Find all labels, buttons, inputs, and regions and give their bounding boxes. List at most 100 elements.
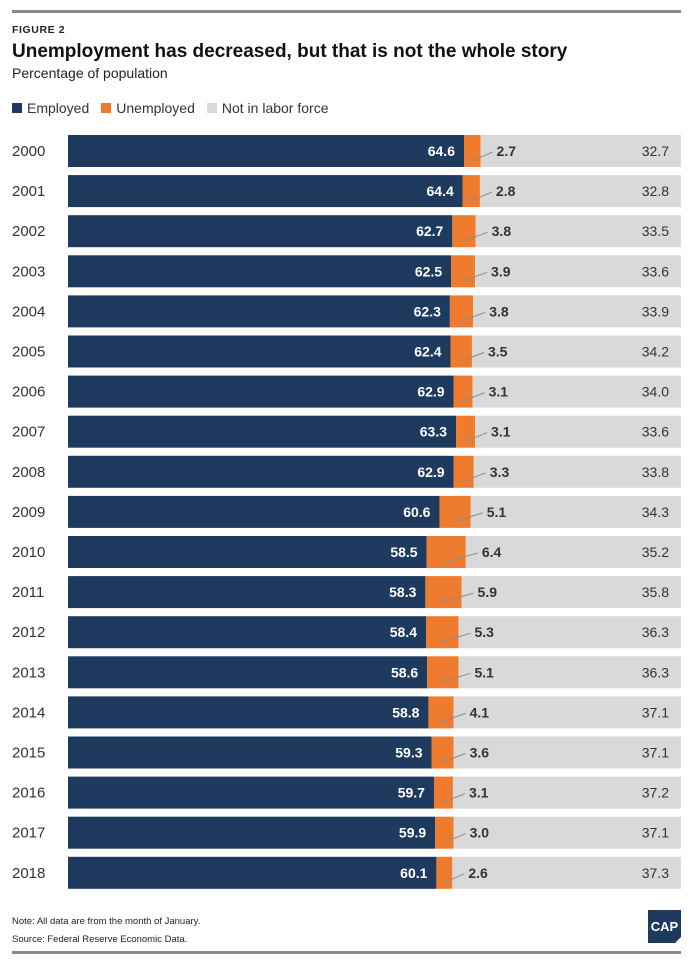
year-label: 2016 xyxy=(12,785,45,802)
bar-not-in-labor-force xyxy=(479,175,681,208)
bar-employed xyxy=(68,375,454,408)
data-label-not-in-labor-force: 33.6 xyxy=(642,263,669,279)
leader-line xyxy=(444,552,478,563)
leader-line xyxy=(461,392,485,403)
legend-label-employed: Employed xyxy=(27,100,90,116)
bar-employed xyxy=(68,616,426,649)
leader-line xyxy=(460,311,486,322)
data-label-unemployed: 2.6 xyxy=(468,865,488,881)
data-label-unemployed: 3.0 xyxy=(470,825,490,841)
bar-employed xyxy=(68,696,429,729)
data-label-unemployed: 2.7 xyxy=(497,143,517,159)
bar-unemployed xyxy=(456,415,476,448)
bar-not-in-labor-force xyxy=(473,455,681,488)
legend-swatch-unemployed xyxy=(101,103,112,113)
leader-line xyxy=(440,632,471,643)
bar-unemployed xyxy=(435,816,454,849)
bar-unemployed xyxy=(450,335,472,368)
bar-unemployed xyxy=(428,696,454,729)
cap-logo: CAP xyxy=(648,910,681,943)
data-label-unemployed: 3.1 xyxy=(491,424,511,440)
year-label: 2008 xyxy=(12,464,45,481)
data-label-employed: 62.4 xyxy=(414,344,441,360)
chart-title: Unemployment has decreased, but that is … xyxy=(12,41,568,62)
bar-not-in-labor-force xyxy=(473,295,681,328)
data-label-unemployed: 6.4 xyxy=(482,544,502,560)
bar-employed xyxy=(68,295,450,328)
bar-unemployed xyxy=(453,375,473,408)
leader-line xyxy=(459,352,485,362)
data-label-unemployed: 5.9 xyxy=(478,584,498,600)
leader-line xyxy=(471,151,493,162)
legend-swatch-employed xyxy=(12,103,22,113)
year-label: 2017 xyxy=(12,825,45,842)
data-label-employed: 62.9 xyxy=(417,464,444,480)
bottom-rule xyxy=(12,951,681,954)
year-label: 2000 xyxy=(12,143,45,160)
bar-employed xyxy=(68,576,426,609)
bar-employed xyxy=(68,495,440,528)
year-label: 2007 xyxy=(12,424,45,441)
bar-employed xyxy=(68,736,432,769)
data-label-unemployed: 3.6 xyxy=(470,745,490,761)
leader-line xyxy=(470,191,493,202)
data-label-employed: 58.3 xyxy=(389,584,416,600)
year-label: 2009 xyxy=(12,504,45,521)
data-label-unemployed: 3.9 xyxy=(491,263,511,279)
bar-unemployed xyxy=(439,495,471,528)
bar-unemployed xyxy=(431,736,454,769)
chart-legend: Employed Unemployed Not in labor force xyxy=(12,100,340,116)
data-label-unemployed: 3.5 xyxy=(488,344,508,360)
data-label-unemployed: 3.1 xyxy=(489,384,509,400)
bar-employed xyxy=(68,656,428,689)
bar-unemployed xyxy=(425,616,459,649)
data-label-not-in-labor-force: 37.3 xyxy=(642,865,669,881)
data-label-not-in-labor-force: 34.2 xyxy=(642,344,669,360)
data-label-not-in-labor-force: 34.0 xyxy=(642,384,669,400)
data-label-employed: 59.9 xyxy=(399,825,426,841)
data-label-employed: 58.8 xyxy=(392,704,419,720)
leader-line xyxy=(441,672,471,683)
data-label-not-in-labor-force: 37.1 xyxy=(642,704,669,720)
bar-not-in-labor-force xyxy=(472,375,681,408)
bar-not-in-labor-force xyxy=(453,736,681,769)
bar-not-in-labor-force xyxy=(475,415,681,448)
data-label-not-in-labor-force: 35.8 xyxy=(642,584,669,600)
leader-line xyxy=(462,231,488,242)
data-label-employed: 58.6 xyxy=(391,664,418,680)
data-label-not-in-labor-force: 36.3 xyxy=(642,624,669,640)
legend-label-not-in-labor-force: Not in labor force xyxy=(221,100,329,116)
data-label-unemployed: 2.8 xyxy=(496,183,516,199)
data-label-employed: 59.3 xyxy=(395,745,422,761)
data-label-unemployed: 3.3 xyxy=(490,464,510,480)
leader-line xyxy=(441,592,474,603)
bar-unemployed xyxy=(462,175,480,208)
year-label: 2002 xyxy=(12,223,45,240)
data-label-unemployed: 3.8 xyxy=(492,223,512,239)
bar-unemployed xyxy=(427,656,459,689)
data-label-employed: 64.6 xyxy=(428,143,455,159)
bar-employed xyxy=(68,536,427,568)
data-label-unemployed: 5.3 xyxy=(474,624,494,640)
bar-not-in-labor-force xyxy=(458,656,681,689)
bar-unemployed xyxy=(436,856,453,889)
data-label-unemployed: 3.1 xyxy=(469,785,489,801)
legend-item-not-in-labor-force: Not in labor force xyxy=(206,100,329,116)
year-label: 2012 xyxy=(12,624,45,641)
stacked-bar-chart: 2000 64.6 2.7 32.7 2001 64.4 2.8 32.8 2002 62.7 3.… xyxy=(12,135,681,889)
chart-source: Source: Federal Reserve Economic Data. xyxy=(12,934,188,945)
bar-unemployed xyxy=(433,776,453,809)
leader-line xyxy=(443,833,466,844)
bar-unemployed xyxy=(452,215,476,248)
bar-not-in-labor-force xyxy=(475,255,681,288)
legend-item-employed: Employed xyxy=(12,100,89,116)
data-label-not-in-labor-force: 33.5 xyxy=(642,223,669,239)
bar-employed xyxy=(68,335,451,368)
bar-not-in-labor-force xyxy=(465,536,681,568)
data-label-not-in-labor-force: 37.1 xyxy=(642,745,669,761)
bar-not-in-labor-force xyxy=(471,335,681,368)
bar-employed xyxy=(68,255,452,288)
bar-unemployed xyxy=(425,576,462,609)
year-label: 2004 xyxy=(12,303,45,320)
data-label-unemployed: 5.1 xyxy=(474,664,494,680)
